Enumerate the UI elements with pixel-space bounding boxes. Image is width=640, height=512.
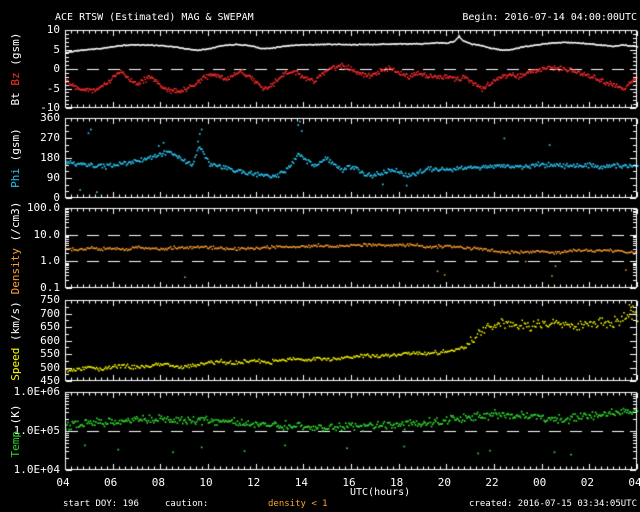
x-tick-label: 08 <box>151 476 165 489</box>
begin-timestamp: Begin: 2016-07-14 04:00:00UTC <box>462 12 637 23</box>
x-tick-label: 22 <box>485 476 499 489</box>
y-axis-label-part: Phi <box>9 167 22 188</box>
y-tick-label-temp: 1.0E+05 <box>13 424 60 437</box>
y-tick-label-speed: 600 <box>40 333 60 347</box>
x-tick-label: 18 <box>390 476 404 489</box>
y-tick-label-density: 0.1 <box>40 281 60 294</box>
footer-start-doy: start DOY: 196 <box>63 499 139 509</box>
x-tick-label: 12 <box>247 476 261 489</box>
y-tick-label-phi: 90 <box>46 171 60 184</box>
footer-caution-density: density < 1 <box>268 499 328 509</box>
footer-caution-label: caution: <box>165 499 209 509</box>
x-tick-label: 14 <box>294 476 308 489</box>
y-axis-label-part: (/cm3) <box>9 201 22 248</box>
y-axis-label-part: (gsm) <box>9 128 22 168</box>
y-tick-label-bt-bz: 0 <box>53 62 60 75</box>
y-axis-label-part: Speed <box>9 347 22 381</box>
y-axis-label-temp: Temp (K) <box>9 404 22 458</box>
y-tick-label-bt-bz: -10 <box>40 101 60 114</box>
y-tick-label-speed: 500 <box>40 360 60 374</box>
y-tick-label-bt-bz: 5 <box>53 42 60 56</box>
x-tick-label: 04 <box>628 476 640 489</box>
y-tick-label-density: 100.0 <box>26 201 60 214</box>
y-axis-label-part: Density <box>9 248 22 295</box>
y-axis-label-bt-bz: Bt Bz (gsm) <box>9 32 22 106</box>
x-tick-label: 00 <box>533 476 547 489</box>
y-tick-label-speed: 650 <box>40 320 60 333</box>
y-axis-label-part: Bz <box>9 72 22 86</box>
x-tick-label: 16 <box>342 476 356 489</box>
y-tick-label-phi: 0 <box>53 191 60 204</box>
y-tick-label-speed: 750 <box>40 293 60 306</box>
x-tick-label: 10 <box>199 476 213 489</box>
y-axis-label-speed: Speed (km/s) <box>9 300 22 381</box>
footer-created-timestamp: created: 2016-07-15 03:34:05UTC <box>469 499 637 509</box>
y-tick-label-phi: 360 <box>40 111 60 124</box>
y-tick-label-density: 10.0 <box>33 227 61 241</box>
y-tick-label-temp: 1.0E+04 <box>13 463 60 476</box>
y-tick-label-temp: 1.0E+06 <box>13 385 60 398</box>
x-tick-label: 20 <box>437 476 451 489</box>
y-axis-label-density: Density (/cm3) <box>9 201 22 295</box>
y-axis-label-part: Bt <box>9 85 22 106</box>
x-tick-label: 06 <box>104 476 118 489</box>
x-tick-label: 02 <box>580 476 594 489</box>
y-axis-label-part: (K) <box>9 404 22 431</box>
y-tick-label-phi: 270 <box>40 131 60 144</box>
x-axis-title: UTC(hours) <box>350 487 411 498</box>
y-tick-label-speed: 450 <box>40 374 60 387</box>
y-tick-label-speed: 700 <box>40 306 60 320</box>
y-axis-label-part: (km/s) <box>9 300 22 348</box>
y-tick-label-speed: 550 <box>40 347 60 360</box>
y-tick-label-phi: 180 <box>40 151 60 164</box>
y-tick-label-bt-bz: -5 <box>46 81 60 95</box>
y-axis-label-part: (gsm) <box>9 32 22 73</box>
y-tick-label-bt-bz: 10 <box>46 23 60 36</box>
y-axis-label-phi: Phi (gsm) <box>9 128 22 188</box>
plot-title: ACE RTSW (Estimated) MAG & SWEPAM <box>55 12 254 23</box>
x-tick-label: 04 <box>56 476 70 489</box>
y-tick-label-density: 1.0 <box>40 254 60 268</box>
y-axis-label-part: Temp <box>9 431 22 458</box>
